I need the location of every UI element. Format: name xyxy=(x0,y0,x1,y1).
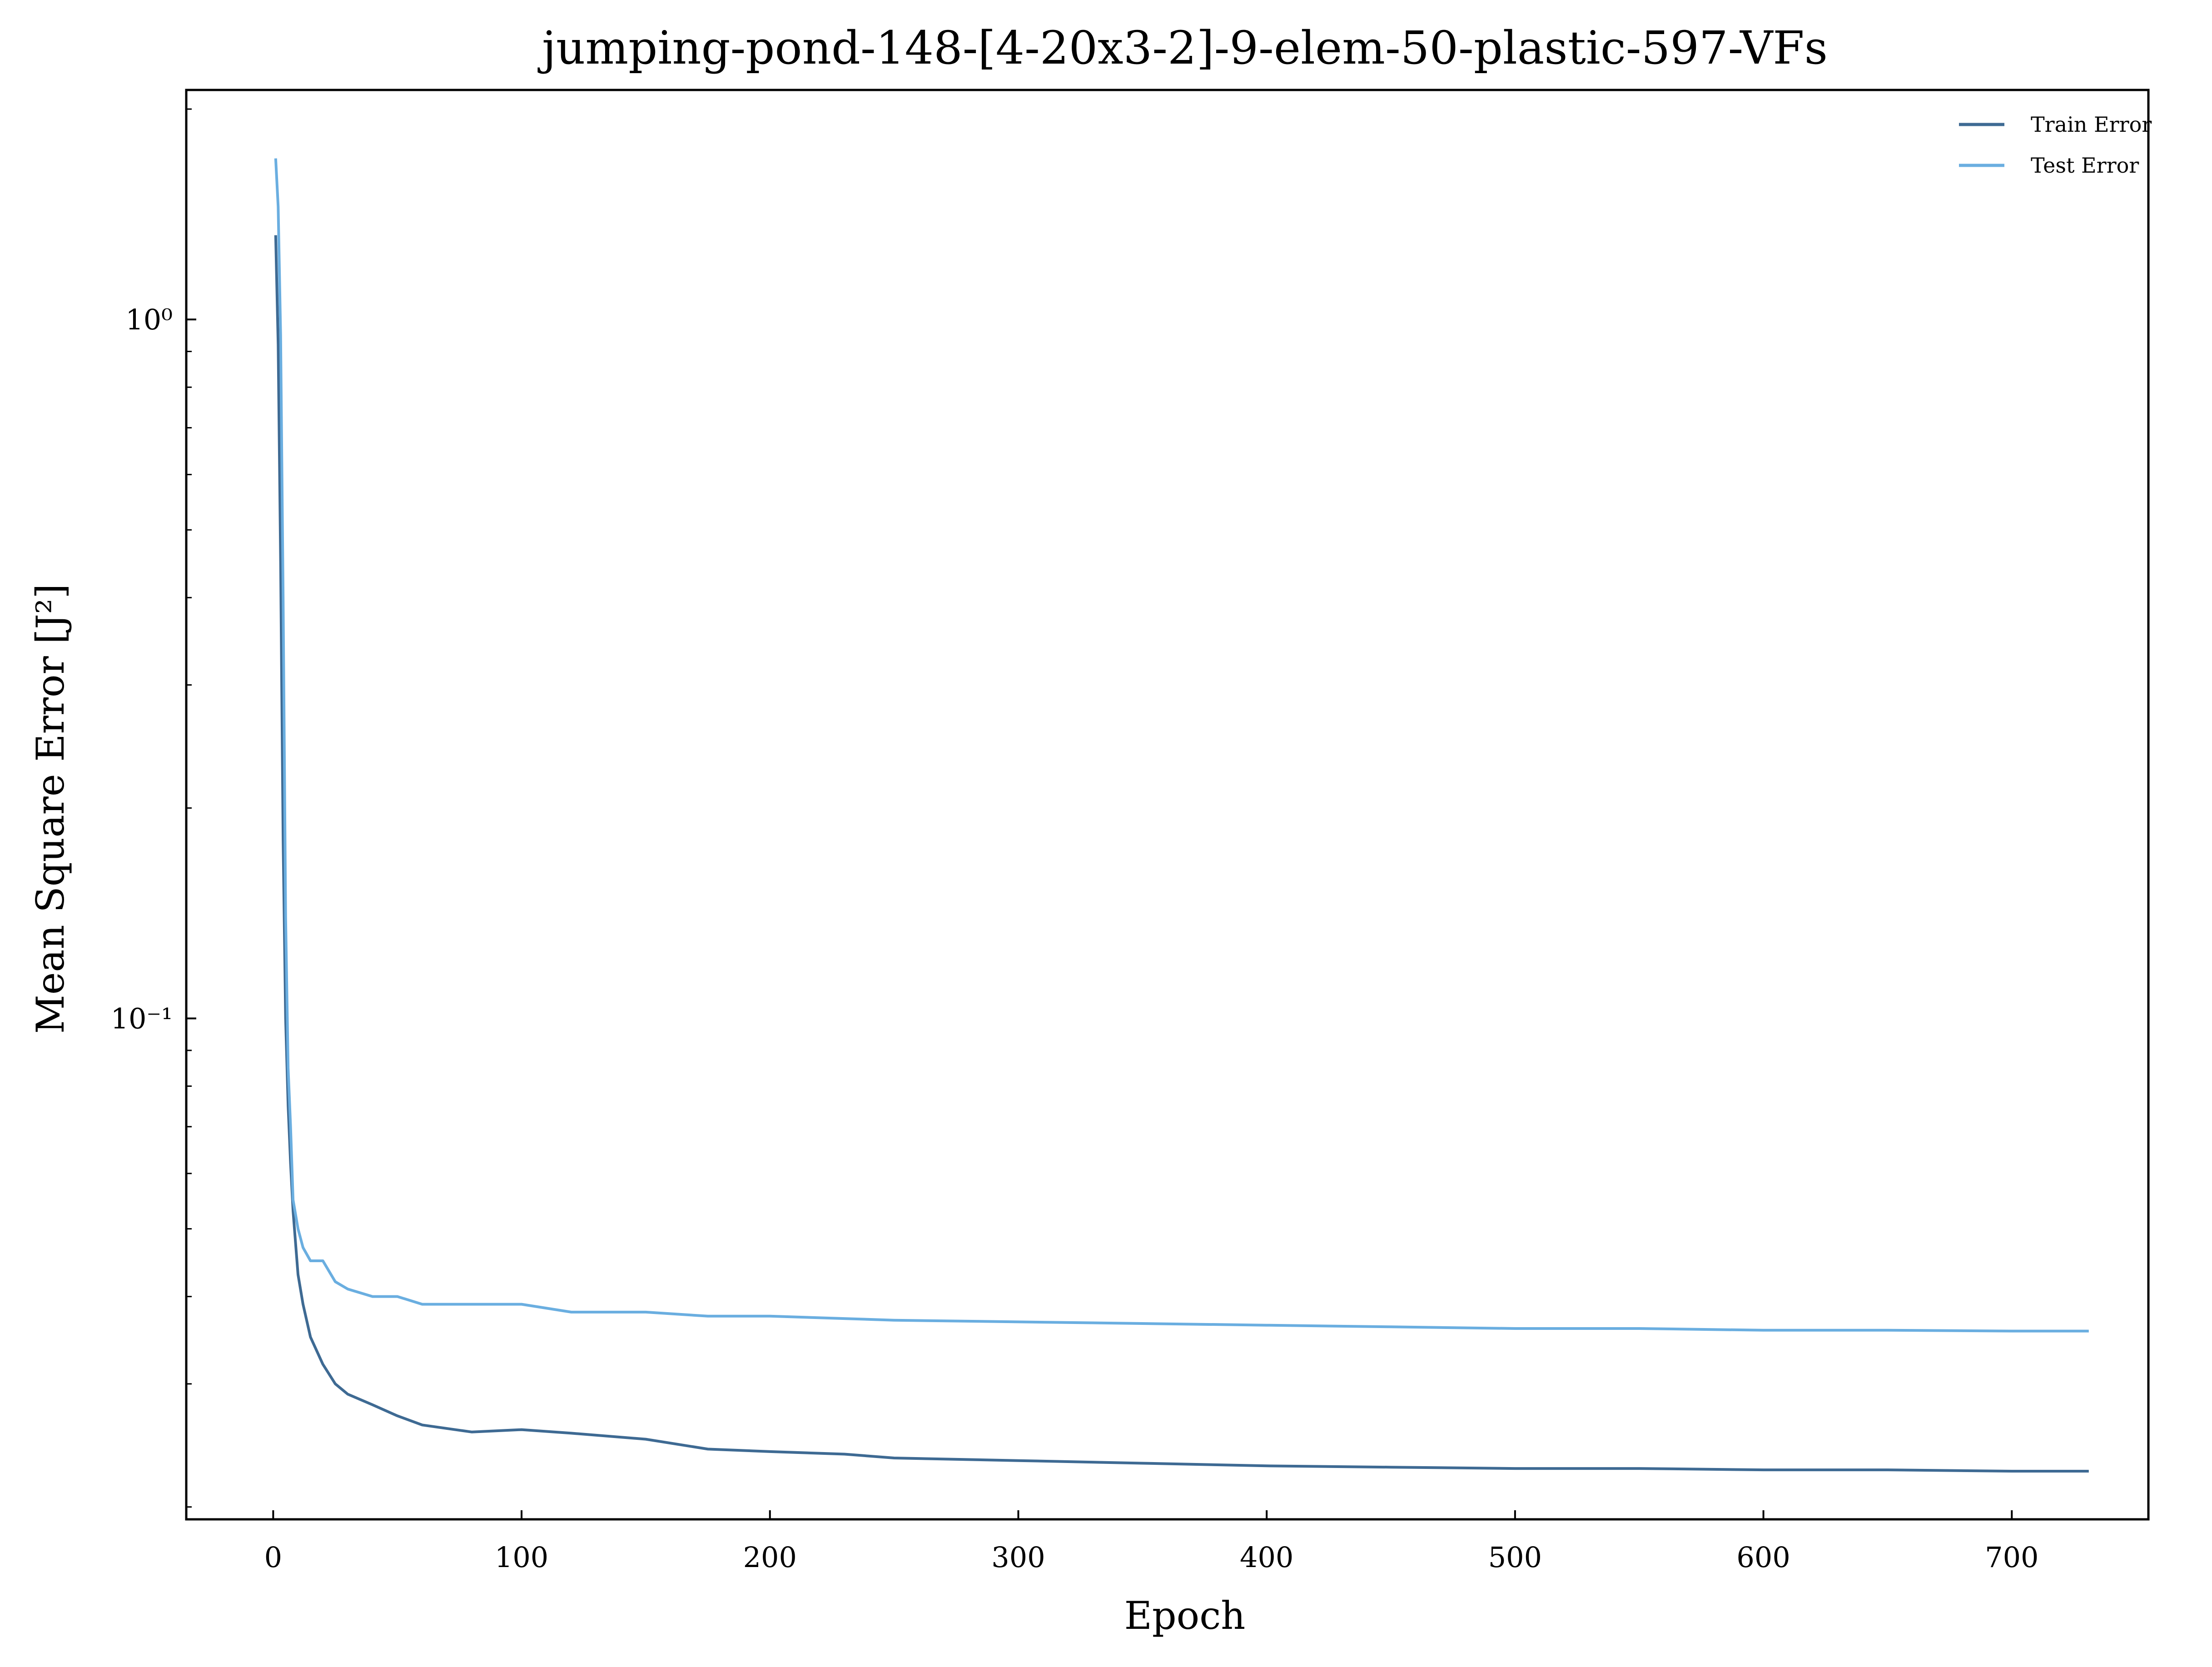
x-axis-label: Epoch xyxy=(1124,1593,1246,1638)
legend-label-train: Train Error xyxy=(2031,112,2152,137)
y-tick-label: 10⁻¹ xyxy=(111,1002,173,1035)
series-line-train-error xyxy=(274,235,2089,1473)
x-tick-label: 700 xyxy=(1985,1541,2038,1574)
x-tick-label: 200 xyxy=(743,1541,797,1574)
x-tick-label: 100 xyxy=(495,1541,548,1574)
x-tick-label: 400 xyxy=(1240,1541,1293,1574)
ticks-layer: 0 100 200 300 400 500 600 700 10⁰ 10⁻¹ xyxy=(111,108,2038,1574)
plot-frame xyxy=(185,89,2150,1521)
x-tick-label: 600 xyxy=(1736,1541,1790,1574)
x-tick-label: 500 xyxy=(1488,1541,1542,1574)
series-layer xyxy=(274,158,2089,1473)
y-tick-label: 10⁰ xyxy=(125,303,173,336)
y-axis-label: Mean Square Error [J²] xyxy=(28,584,73,1034)
series-line-test-error xyxy=(274,158,2089,1333)
x-tick-label: 300 xyxy=(991,1541,1045,1574)
legend-label-test: Test Error xyxy=(2031,153,2139,178)
chart-title: jumping-pond-148-[4-20x3-2]-9-elem-50-pl… xyxy=(537,21,1828,75)
x-tick-label: 0 xyxy=(264,1541,282,1574)
legend: Train Error Test Error xyxy=(1959,112,2152,178)
